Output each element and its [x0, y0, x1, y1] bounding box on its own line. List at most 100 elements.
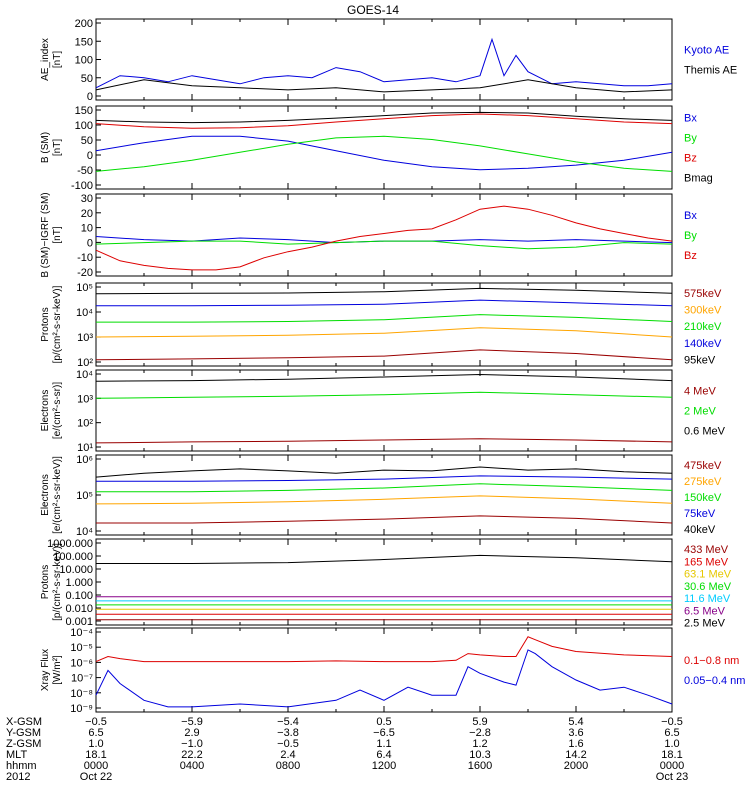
legend-label: 11.6 MeV [684, 593, 731, 605]
y-tick-label: 100 [75, 55, 93, 67]
legend-label: 300keV [684, 305, 722, 317]
x-axis-table: X-GSMY-GSMZ-GSMMLThhmm2012−0.56.51.018.1… [6, 716, 688, 783]
y-axis-label: [e/(cm²-s-sr)] [52, 382, 63, 439]
y-tick-label: -50 [77, 165, 93, 177]
series-line [95, 135, 673, 171]
y-tick-label: 10³ [77, 332, 93, 344]
series-line [95, 636, 673, 663]
legend-label: Bz [684, 153, 697, 165]
legend-label: Kyoto AE [684, 45, 729, 57]
legend-label: By [684, 230, 697, 242]
panel-6: 10⁶ 10⁵ 10⁴ Electrons [e/(cm²-s-sr-keV)] 475k… [40, 454, 722, 538]
y-tick-label: 0 [87, 150, 93, 162]
y-tick-label: -100 [71, 180, 93, 192]
series-line [96, 475, 673, 482]
x-table-cell: 18.1 [661, 749, 682, 761]
x-table-cell: 2.9 [184, 727, 199, 739]
legend-label: By [684, 133, 697, 145]
y-tick-label: 10⁶ [76, 454, 93, 466]
y-axis-label: [p/(cm²-s-sr-keV)] [52, 285, 63, 363]
panel-7: 1000.000100.00010.0001.0000.1000.0100.00… [40, 538, 732, 630]
x-table-cell: 6.5 [664, 727, 679, 739]
y-axis-label: [nT] [52, 226, 63, 243]
series-line [95, 135, 673, 172]
x-table-row-label: Z-GSM [6, 738, 41, 750]
legend-label: 0.6 MeV [684, 426, 726, 438]
series-line [95, 111, 673, 124]
legend-label: 40keV [684, 524, 716, 536]
y-tick-label: 0.100 [65, 590, 93, 602]
series-line [95, 649, 673, 708]
y-axis-label: Protons [40, 307, 51, 341]
y-tick-label: 10² [77, 357, 93, 369]
y-axis-label: [e/(cm²-s-sr-keV)] [52, 456, 63, 534]
x-table-cell: 5.4 [568, 716, 583, 728]
y-tick-label: 100.000 [53, 551, 93, 563]
panel-frame [95, 369, 673, 452]
series-line [96, 554, 673, 564]
y-tick-label: 0.010 [65, 603, 93, 615]
x-table-cell: 3.6 [568, 727, 583, 739]
x-table-cell: −3.8 [277, 727, 299, 739]
x-table-cell: 14.2 [565, 749, 586, 761]
legend-label: Bz [684, 250, 697, 262]
x-table-cell: 1.2 [472, 738, 487, 750]
x-table-cell: 22.2 [181, 749, 202, 761]
legend-label: 63.1 MeV [684, 569, 732, 581]
panel-frame [95, 627, 673, 713]
series-line [95, 79, 673, 93]
series-line [95, 438, 673, 444]
panel-8: 10⁻⁴ 10⁻⁵ 10⁻⁶ 10⁻⁷ 10⁻⁸ 10⁻⁹ Xray Flux [W/m²] 0… [40, 627, 745, 715]
x-table-cell: Oct 23 [656, 771, 688, 783]
x-table-cell: 1200 [372, 760, 396, 772]
y-tick-label: 1.000 [65, 577, 93, 589]
series-line [95, 466, 673, 478]
x-table-cell: 5.9 [472, 716, 487, 728]
legend-label: 95keV [684, 354, 716, 366]
y-axis-label: AE_index [40, 38, 51, 81]
y-tick-label: 10⁻⁵ [70, 642, 93, 654]
y-tick-label: 10⁴ [76, 369, 93, 381]
series-line [96, 314, 673, 323]
legend-label: 140keV [684, 338, 722, 350]
series-line [95, 113, 673, 129]
x-table-cell: 0400 [180, 760, 204, 772]
legend-label: 150keV [684, 492, 722, 504]
x-table-cell: 2.4 [280, 749, 295, 761]
panel-3: 30 20 10 0 -10 -20 B (SM)−IGRF (SM) [nT] Bx By Bz [40, 192, 697, 279]
y-tick-label: 10⁵ [76, 282, 93, 294]
x-table-row-label: 2012 [6, 771, 30, 783]
panel-1: 200 150 100 50 0 AE_index [nT] Kyoto AE Themis A… [40, 18, 737, 103]
x-table-cell: −0.5 [85, 716, 107, 728]
legend-label: 0.05−0.4 nm [684, 675, 745, 687]
x-table-cell: 0000 [84, 760, 108, 772]
panel-2: 150 100 50 0 -50 -100 B (SM) [nT] Bx By Bz Bmag [40, 105, 713, 192]
panel-frame [95, 538, 673, 626]
y-tick-label: 10⁻⁸ [70, 688, 93, 700]
x-table-row-label: Y-GSM [6, 727, 41, 739]
x-table-cell: Oct 22 [80, 771, 112, 783]
series-line [95, 495, 673, 505]
y-tick-label: 30 [81, 193, 93, 205]
legend-label: 165 MeV [684, 556, 729, 568]
x-table-cell: 0800 [276, 760, 300, 772]
legend-label: 475keV [684, 460, 722, 472]
panel-5: 10⁴ 10³ 10² 10¹ Electrons [e/(cm²-s-sr)] 4 MeV… [40, 369, 726, 454]
y-tick-label: 150 [75, 105, 93, 117]
legend-label: 275keV [684, 476, 722, 488]
series-line [96, 299, 673, 307]
y-tick-label: 10⁻⁴ [70, 627, 93, 639]
series-line [95, 287, 673, 295]
series-line [95, 240, 673, 250]
y-tick-label: -20 [77, 267, 93, 279]
y-tick-label: 10⁴ [76, 307, 93, 319]
series-line [95, 391, 673, 399]
y-tick-label: 10¹ [77, 442, 93, 454]
panel-frame [95, 18, 673, 101]
y-axis-label: Electrons [40, 390, 51, 432]
legend-label: 2.5 MeV [684, 618, 726, 630]
legend-label: 0.1−0.8 nm [684, 655, 739, 667]
legend-label: Bmag [684, 173, 713, 185]
y-tick-label: 10² [77, 418, 93, 430]
y-tick-label: 20 [81, 208, 93, 220]
